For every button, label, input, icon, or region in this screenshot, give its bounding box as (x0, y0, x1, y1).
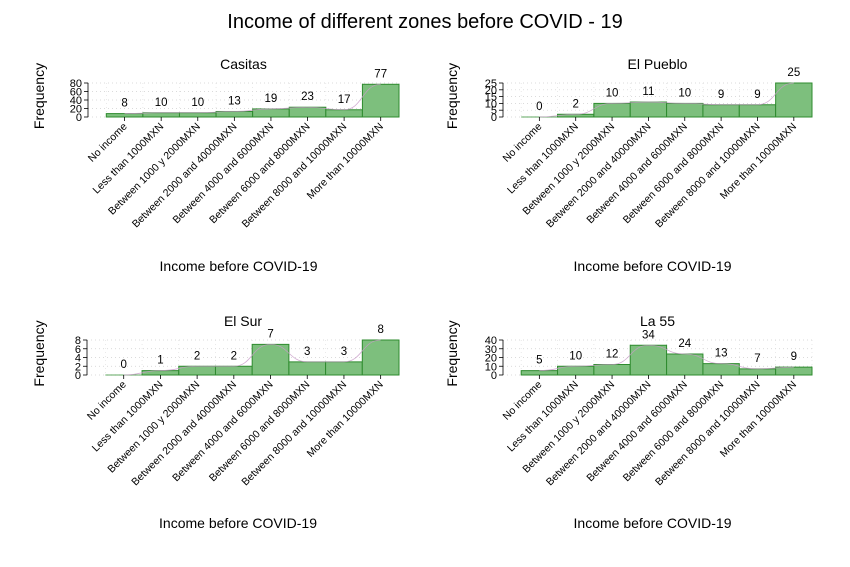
y-tick-label: 0 (75, 370, 81, 382)
y-tick-label: 20 (70, 104, 82, 116)
data-label: 12 (606, 349, 619, 361)
data-label: 10 (678, 87, 691, 99)
y-tick-label: 0 (491, 112, 497, 124)
data-label: 0 (536, 101, 542, 113)
y-tick-label: 30 (485, 344, 497, 356)
subplot-title: El Sur (224, 313, 262, 329)
y-tick-label: 20 (485, 353, 497, 365)
data-label: 9 (718, 89, 724, 101)
bar (775, 82, 813, 118)
y-tick-label: 2 (75, 361, 81, 373)
bar (738, 368, 777, 376)
data-label: 5 (536, 355, 542, 367)
y-tick-label: 40 (485, 335, 497, 347)
y-tick-label: 40 (70, 95, 82, 107)
y-tick-label: 10 (485, 98, 497, 110)
data-label: 9 (754, 89, 760, 101)
y-tick-label: 8 (75, 335, 81, 347)
data-label: 8 (377, 324, 383, 336)
data-label: 77 (374, 68, 387, 80)
bar (775, 366, 813, 376)
data-label: 10 (155, 97, 168, 109)
y-tick-label: 5 (491, 105, 497, 117)
data-label: 17 (338, 94, 351, 106)
y-tick-label: 20 (485, 85, 497, 97)
y-axis-label: Frequency (444, 320, 460, 386)
bar (520, 370, 559, 376)
y-axis-label: Frequency (31, 63, 47, 129)
data-label: 19 (265, 93, 278, 105)
data-label: 25 (787, 67, 800, 79)
data-label: 10 (606, 87, 619, 99)
data-label: 2 (573, 98, 579, 110)
bar (666, 353, 704, 376)
data-label: 1 (157, 355, 163, 367)
x-axis-label: Income before COVID-19 (574, 258, 732, 274)
data-label: 3 (341, 346, 347, 358)
x-axis-label: Income before COVID-19 (159, 515, 317, 531)
data-label: 34 (642, 329, 655, 341)
data-label: 2 (194, 350, 200, 362)
data-label: 13 (228, 95, 241, 107)
data-label: 11 (642, 86, 654, 98)
subplot-title: Casitas (220, 56, 267, 72)
x-axis-label: Income before COVID-19 (160, 258, 318, 274)
subplot-title: La 55 (640, 313, 675, 329)
y-axis-label: Frequency (31, 320, 47, 386)
bar (593, 364, 631, 376)
bar (251, 343, 290, 376)
y-tick-label: 60 (70, 87, 82, 99)
data-label: 7 (754, 353, 760, 365)
y-tick-label: 4 (75, 353, 81, 365)
data-label: 8 (121, 98, 127, 110)
data-label: 24 (678, 338, 691, 350)
data-label: 10 (569, 350, 582, 362)
data-label: 13 (715, 348, 728, 360)
density-curve (123, 339, 381, 376)
density-curve (124, 83, 381, 114)
y-tick-label: 6 (75, 344, 81, 356)
density-curve (539, 82, 794, 118)
data-label: 9 (791, 351, 797, 363)
subplot-title: El Pueblo (628, 56, 688, 72)
data-label: 0 (121, 359, 127, 371)
figure-title: Income of different zones before COVID -… (227, 11, 623, 33)
y-tick-label: 0 (491, 370, 497, 382)
y-tick-label: 25 (485, 78, 497, 90)
data-label: 3 (304, 346, 310, 358)
data-label: 23 (301, 91, 314, 103)
y-tick-label: 15 (485, 92, 497, 104)
density-curve (539, 344, 794, 372)
y-tick-label: 0 (76, 112, 82, 124)
bar (702, 363, 740, 376)
y-tick-label: 10 (485, 361, 497, 373)
data-label: 7 (267, 328, 273, 340)
y-axis-label: Frequency (444, 63, 460, 129)
y-tick-label: 80 (70, 78, 82, 90)
x-axis-label: Income before COVID-19 (574, 515, 732, 531)
data-label: 2 (231, 350, 237, 362)
data-label: 10 (191, 97, 204, 109)
